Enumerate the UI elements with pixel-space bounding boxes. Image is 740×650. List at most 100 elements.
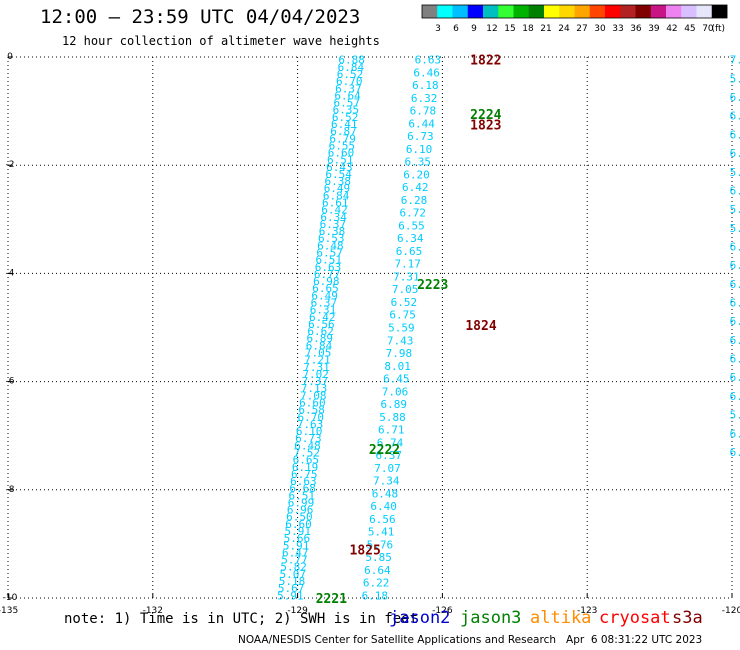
swh-point-label: 6.84 <box>323 189 350 202</box>
y-tick-label: -2 <box>6 160 15 170</box>
swh-point-label: 6.53 <box>318 232 345 245</box>
swh-point-label: 6.18 <box>362 589 389 602</box>
swh-point-label: 8.01 <box>384 360 411 373</box>
colorbar-label: 45 <box>684 24 695 34</box>
swh-point-label: 6.34 <box>320 211 347 224</box>
swh-point-label: 7.21 <box>304 354 331 367</box>
swh-point-label: 6.57 <box>316 247 343 260</box>
colorbar-swatch <box>696 5 713 18</box>
swh-point-label: 5.41 <box>368 526 395 539</box>
swh-point-label: 5.67 <box>278 582 305 595</box>
colorbar-label: 70 <box>702 24 714 34</box>
swh-point-label: 7.52 <box>293 446 320 459</box>
swh-point-label: 5.76 <box>367 538 394 551</box>
colorbar-swatch <box>589 5 606 18</box>
swh-point-label: 6.89 <box>307 332 334 345</box>
swh-point-label: 6.48 <box>730 390 740 403</box>
swh-point-label: 7.06 <box>382 385 409 398</box>
colorbar-swatch <box>513 5 530 18</box>
swh-point-label: 6.18 <box>730 353 740 366</box>
swh-point-label: 6.65 <box>293 454 320 467</box>
swh-point-label: 6.71 <box>378 424 405 437</box>
swh-point-label: 6.37 <box>320 218 347 231</box>
swh-point-label: 6.32 <box>411 92 438 105</box>
colorbar-label: 36 <box>630 24 642 34</box>
y-tick-label: -6 <box>6 377 15 387</box>
swh-point-label: 6.65 <box>312 282 339 295</box>
swh-point-label: 6.59 <box>730 128 740 141</box>
swh-point-label: 6.78 <box>410 105 437 118</box>
swh-point-label: 6.35 <box>405 156 432 169</box>
swh-point-label: 6.24 <box>730 240 740 253</box>
legend-jason2: jason2 <box>389 608 451 628</box>
pass-time-label: 2223 <box>417 278 448 293</box>
swh-point-label: 6.50 <box>286 511 313 524</box>
colorbar-swatch <box>666 5 682 18</box>
swh-point-label: 5.91 <box>277 589 304 602</box>
swh-point-label: 6.42 <box>402 181 429 194</box>
swh-point-label: 6.35 <box>730 371 740 384</box>
colorbar-swatch <box>650 5 667 18</box>
swh-point-label: 6.74 <box>377 436 404 449</box>
swh-point-label: 6.37 <box>335 82 362 95</box>
swh-point-label: 6.51 <box>327 154 354 167</box>
colorbar-label: 27 <box>576 24 587 34</box>
swh-point-label: 7.98 <box>386 347 413 360</box>
colorbar-swatch <box>422 5 438 18</box>
swh-point-label: 6.28 <box>401 194 428 207</box>
swh-point-label: 6.56 <box>369 513 396 526</box>
grid-lines <box>7 56 733 599</box>
swh-point-label: 6.99 <box>288 496 315 509</box>
colorbar-swatch <box>635 5 652 18</box>
swh-point-label: 6.05 <box>730 91 740 104</box>
colorbar-label: 6 <box>453 24 459 34</box>
swh-point-label: 7.63 <box>297 418 324 431</box>
swh-point-label: 6.55 <box>398 219 425 232</box>
swh-point-label: 6.64 <box>364 564 391 577</box>
swh-point-label: 6.54 <box>325 168 352 181</box>
swh-point-label: 6.48 <box>294 439 321 452</box>
colorbar-label: 18 <box>522 24 534 34</box>
swh-point-label: 6.32 <box>730 315 740 328</box>
swh-point-label: 7.31 <box>393 270 420 283</box>
swh-point-label: 6.21 <box>730 334 740 347</box>
swh-point-label: 6.41 <box>331 118 358 131</box>
swh-point-label: 6.73 <box>407 130 434 143</box>
colorbar-label: 3 <box>435 24 441 34</box>
swh-point-label: 6.64 <box>730 259 740 272</box>
swh-point-label: 7.08 <box>300 389 327 402</box>
swh-point-label: 6.45 <box>383 373 410 386</box>
x-tick-label: -126 <box>432 606 453 616</box>
swh-point-label: 6.46 <box>413 66 440 79</box>
swh-point-label: 7.34 <box>373 475 400 488</box>
colorbar-swatch <box>559 5 575 18</box>
swh-point-label: 6.48 <box>317 239 344 252</box>
colorbar-label: 42 <box>666 24 677 34</box>
swh-point-label: 5.59 <box>388 322 415 335</box>
swh-point-label: 7.05 <box>392 283 419 296</box>
color-scale-bar: 3 6 9 12 15 18 21 24 27 30 33 36 39 42 45 70(ft) <box>421 4 728 34</box>
chart-subtitle: 12 hour collection of altimeter wave hei… <box>62 34 380 48</box>
swh-point-label: 6.47 <box>282 546 309 559</box>
swh-point-label: 5.92 <box>730 409 740 422</box>
colorbar-label: 30 <box>594 24 606 34</box>
swh-point-label: 6.56 <box>308 318 335 331</box>
swh-point-label: 6.73 <box>295 432 322 445</box>
colorbar-label: 21 <box>540 24 551 34</box>
pass-time-label: 2222 <box>369 443 400 458</box>
swh-point-label: 6.48 <box>372 487 399 500</box>
pass-time-label: 2224 <box>470 108 501 123</box>
swh-point-label: 6.84 <box>338 61 365 74</box>
pass-time-label: 2221 <box>316 592 347 607</box>
swh-point-label: 5.91 <box>730 203 740 216</box>
swh-point-label: 7.31 <box>303 361 330 374</box>
colorbar-swatch <box>620 5 636 18</box>
y-tick-label: 0 <box>7 52 13 62</box>
swh-point-label: 6.43 <box>326 161 353 174</box>
swh-point-label: 6.63 <box>290 475 317 488</box>
colorbar-unit: (ft) <box>711 24 725 34</box>
footer-credit: NOAA/NESDIS Center for Satellite Applica… <box>238 634 703 646</box>
swh-point-label: 6.57 <box>334 97 361 110</box>
swh-point-label: 6.58 <box>298 404 325 417</box>
swh-point-label: 6.60 <box>328 147 355 160</box>
